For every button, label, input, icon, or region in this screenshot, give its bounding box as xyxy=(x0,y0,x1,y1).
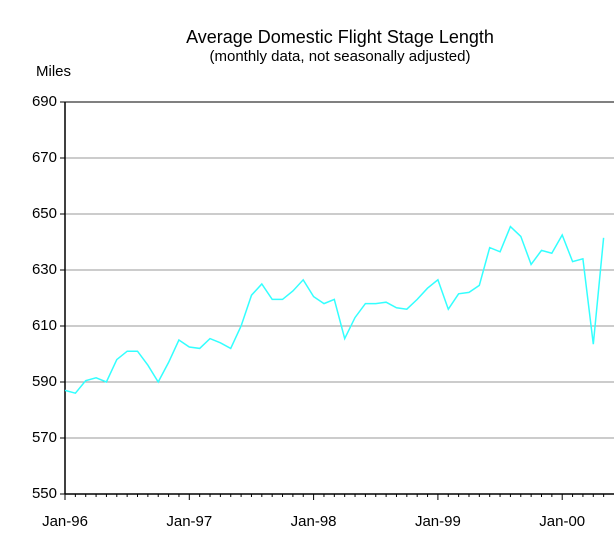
x-tick-label: Jan-97 xyxy=(166,513,212,530)
x-tick-label: Jan-99 xyxy=(415,513,461,530)
y-tick-label: 610 xyxy=(32,317,57,334)
y-tick-label: 670 xyxy=(32,149,57,166)
y-axis-label: Miles xyxy=(36,63,71,80)
chart-title: Average Domestic Flight Stage Length xyxy=(186,27,494,47)
x-tick-label: Jan-96 xyxy=(42,513,88,530)
x-tick-label: Jan-98 xyxy=(291,513,337,530)
y-tick-label: 570 xyxy=(32,429,57,446)
chart-subtitle: (monthly data, not seasonally adjusted) xyxy=(210,48,471,65)
y-tick-label: 550 xyxy=(32,485,57,502)
y-tick-label: 650 xyxy=(32,205,57,222)
y-tick-label: 590 xyxy=(32,373,57,390)
x-tick-label: Jan-00 xyxy=(539,513,585,530)
y-tick-label: 690 xyxy=(32,93,57,110)
series-line xyxy=(64,225,605,395)
y-tick-label: 630 xyxy=(32,261,57,278)
